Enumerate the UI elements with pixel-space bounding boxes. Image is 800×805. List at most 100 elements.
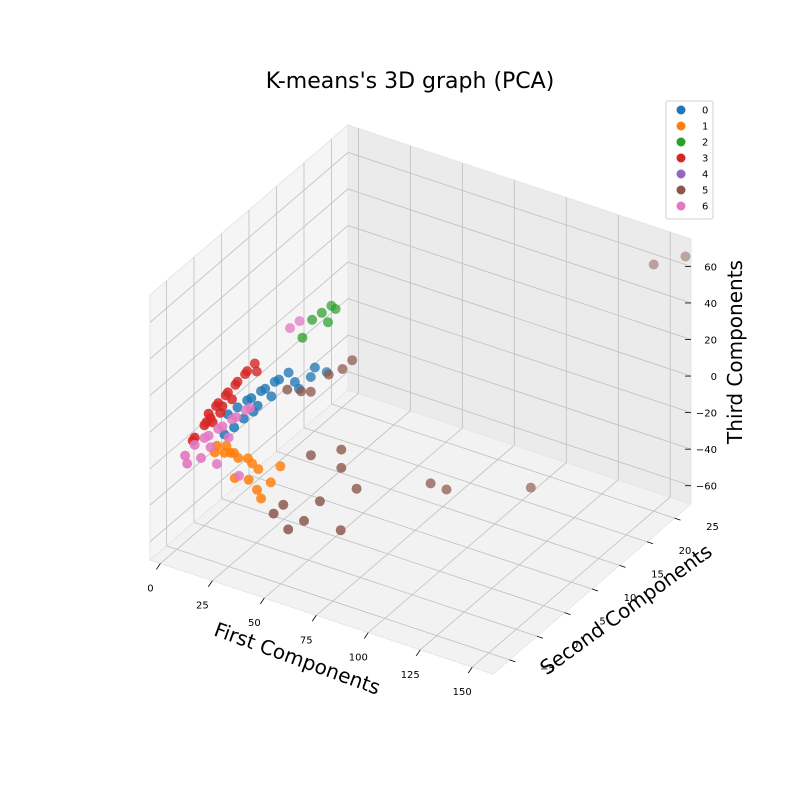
y-tick-label: −5: [540, 664, 555, 675]
data-point-cluster-5: [323, 369, 334, 380]
z-grid-line: [149, 152, 349, 323]
data-point-cluster-0: [274, 374, 284, 385]
data-point-cluster-5: [680, 251, 691, 262]
chart-title: K-means's 3D graph (PCA): [266, 69, 555, 94]
data-point-cluster-0: [252, 400, 263, 411]
legend-marker-1: [676, 121, 686, 131]
x-tick-label: 25: [196, 601, 209, 612]
legend-label-4: 4: [702, 170, 708, 181]
data-point-cluster-0: [283, 367, 294, 378]
data-point-cluster-5: [525, 482, 536, 493]
x-tick-label: 75: [300, 635, 313, 646]
x-tick-mark: [415, 649, 421, 657]
y-tick-label: 25: [706, 522, 719, 533]
y-tick-mark: [564, 612, 571, 615]
data-point-cluster-6: [217, 421, 228, 432]
y-tick-mark: [674, 517, 681, 521]
tick-labels: 0 25 50 75 100 125 150 −5 0 5 10 15 20 25 −60 −40 −20 0 20…: [147, 262, 719, 698]
y-tick-label: 20: [679, 546, 692, 557]
z-grid-line: [347, 371, 692, 487]
x-tick-label: 0: [147, 583, 153, 594]
x-tick-label: 150: [453, 687, 472, 698]
data-point-cluster-1: [233, 453, 244, 463]
data-points: [180, 251, 691, 536]
y-tick-mark: [509, 659, 516, 663]
data-point-cluster-5: [282, 384, 293, 395]
data-point-cluster-3: [217, 401, 228, 412]
data-point-cluster-5: [337, 364, 348, 374]
y-grid-line: [221, 498, 565, 613]
x-tick-mark: [260, 597, 265, 605]
y-tick-label: 5: [599, 617, 605, 628]
y-tick-mark: [591, 588, 599, 592]
data-point-cluster-5: [296, 386, 307, 397]
data-point-cluster-5: [299, 515, 309, 526]
data-point-cluster-5: [314, 496, 325, 507]
x-tick-label: 100: [349, 653, 368, 664]
z-grid-line: [149, 188, 349, 360]
back-pane: [347, 124, 692, 505]
y-grid-line: [166, 545, 510, 661]
data-point-cluster-2: [307, 314, 318, 325]
data-point-cluster-5: [305, 386, 316, 397]
y-grid-line: [303, 427, 648, 543]
data-point-cluster-6: [223, 432, 234, 443]
data-point-cluster-6: [285, 323, 295, 334]
data-point-cluster-6: [180, 450, 191, 461]
data-point-cluster-5: [335, 525, 346, 536]
data-point-cluster-2: [330, 304, 341, 314]
legend-marker-6: [676, 201, 686, 211]
data-point-cluster-5: [336, 444, 347, 455]
data-point-cluster-0: [246, 393, 257, 404]
legend-label-6: 6: [702, 202, 708, 213]
data-point-cluster-2: [323, 317, 333, 328]
data-point-cluster-6: [189, 439, 200, 450]
z-tick-label: 60: [704, 262, 717, 273]
data-point-cluster-5: [351, 483, 362, 494]
data-point-cluster-0: [232, 402, 243, 413]
y-grid-line: [248, 474, 593, 590]
data-point-cluster-6: [234, 470, 244, 481]
data-point-cluster-3: [249, 358, 260, 369]
data-point-cluster-0: [305, 372, 316, 382]
z-grid-line: [149, 298, 349, 469]
z-grid-line: [347, 261, 692, 377]
legend-label-3: 3: [702, 154, 708, 165]
data-point-cluster-1: [225, 447, 236, 458]
x-tick-label: 125: [401, 670, 420, 681]
legend-marker-3: [676, 153, 686, 163]
data-point-cluster-1: [243, 474, 254, 485]
data-point-cluster-6: [203, 430, 214, 441]
grid-lines: [149, 128, 692, 668]
y-grid-line: [331, 403, 675, 519]
legend-marker-4: [676, 169, 686, 179]
y-grid-line: [193, 521, 538, 637]
data-point-cluster-6: [182, 458, 193, 469]
legend-label-1: 1: [702, 122, 708, 133]
data-point-cluster-5: [305, 450, 316, 461]
data-point-cluster-1: [256, 493, 267, 504]
z-grid-line: [149, 225, 349, 396]
legend-marker-0: [676, 105, 686, 115]
x-tick-label: 50: [248, 618, 261, 629]
data-point-cluster-5: [278, 499, 289, 510]
z-tick-label: −40: [696, 445, 717, 456]
x-tick-mark: [311, 615, 317, 622]
z-tick-label: 0: [711, 372, 717, 383]
data-point-cluster-5: [336, 462, 347, 473]
y-tick-mark: [536, 635, 544, 639]
z-grid-line: [347, 188, 692, 304]
y-tick-label: 10: [624, 593, 637, 604]
data-point-cluster-3: [242, 366, 253, 377]
y-tick-label: 0: [572, 640, 578, 651]
data-point-cluster-1: [252, 484, 262, 495]
data-point-cluster-2: [316, 307, 327, 318]
data-point-cluster-0: [229, 422, 240, 433]
data-point-cluster-0: [260, 383, 271, 394]
x-tick-mark: [156, 563, 161, 570]
y-tick-label: 15: [651, 569, 664, 580]
z-tick-label: 40: [704, 299, 717, 310]
y-grid-line: [276, 451, 620, 566]
data-point-cluster-6: [231, 412, 242, 423]
